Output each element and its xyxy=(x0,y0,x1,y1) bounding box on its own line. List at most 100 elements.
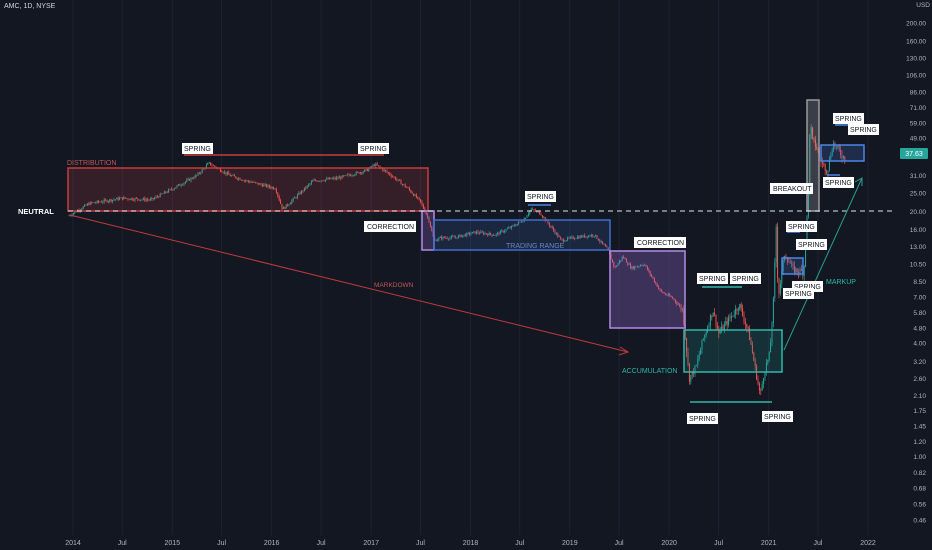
candle-body xyxy=(670,296,672,298)
candle-body xyxy=(183,182,185,185)
candle-body xyxy=(420,199,422,202)
candle-body xyxy=(287,204,289,206)
candle-body xyxy=(222,172,224,173)
candle-body xyxy=(313,179,315,181)
candle-body xyxy=(250,182,252,183)
candle-body xyxy=(344,175,346,176)
candle-body xyxy=(142,198,144,200)
candle-body xyxy=(229,174,231,177)
candle-body xyxy=(649,270,651,275)
candle-body xyxy=(453,236,455,238)
candle-body xyxy=(443,236,445,238)
candle-body xyxy=(711,315,713,317)
candle-body xyxy=(303,187,305,191)
candle-body xyxy=(767,359,769,364)
candle-body xyxy=(501,230,503,232)
candle-body xyxy=(294,197,296,199)
candle-body xyxy=(256,182,258,184)
y-tick-label: 1.20 xyxy=(913,439,926,446)
candle-body xyxy=(112,199,114,202)
candle-body xyxy=(457,235,459,239)
candle-body xyxy=(519,221,521,223)
spring-label: SPRING xyxy=(798,242,825,249)
candle-body xyxy=(210,162,212,166)
candle-body xyxy=(126,198,128,199)
candle-body xyxy=(354,174,356,176)
price-axis: 200.00 160.00 130.00 106.00 86.00 71.00 59.00 4… xyxy=(906,20,926,524)
candle-body xyxy=(411,192,413,194)
candle-body xyxy=(379,166,381,168)
candle-body xyxy=(583,235,585,238)
candle-body xyxy=(341,175,343,179)
candle-body xyxy=(89,202,91,205)
candle-body xyxy=(116,197,118,200)
candle-body xyxy=(375,163,377,166)
candle-body xyxy=(305,187,307,189)
candle-body xyxy=(275,189,277,193)
candle-body xyxy=(775,226,777,263)
candle-body xyxy=(177,184,179,186)
candle-body xyxy=(219,168,221,172)
candle-body xyxy=(831,150,833,156)
candle-body xyxy=(247,180,249,182)
candle-body xyxy=(781,271,783,284)
candle-body xyxy=(312,180,314,182)
correction-2-label: CORRECTION xyxy=(637,240,684,247)
callout-correction-2: CORRECTION xyxy=(634,237,686,248)
candle-body xyxy=(513,225,515,227)
candle-body xyxy=(161,193,163,195)
candle-body xyxy=(718,328,720,334)
candle-body xyxy=(358,172,360,174)
candle-body xyxy=(383,169,385,171)
candle-body xyxy=(478,232,480,234)
candle-body xyxy=(176,185,178,188)
candle-body xyxy=(459,234,461,236)
breakout-box xyxy=(806,99,820,212)
x-tick-label: 2015 xyxy=(165,540,181,547)
candle-body xyxy=(744,321,746,325)
y-tick-label: 5.80 xyxy=(913,310,926,317)
candle-body xyxy=(485,233,487,235)
y-tick-label: 16.00 xyxy=(910,227,927,234)
candle-body xyxy=(494,235,496,236)
candle-body xyxy=(480,231,482,234)
candle-body xyxy=(644,264,646,266)
candle-body xyxy=(170,189,172,190)
candle-body xyxy=(113,199,115,201)
candle-body xyxy=(410,190,412,193)
candle-body xyxy=(742,308,744,316)
candle-body xyxy=(180,185,182,186)
candle-body xyxy=(85,204,87,206)
candle-body xyxy=(792,263,794,266)
candle-body xyxy=(750,340,752,345)
x-tick-label: Jul xyxy=(217,540,226,547)
candle-body xyxy=(575,238,577,240)
candle-body xyxy=(770,342,772,353)
candle-body xyxy=(497,232,499,234)
spring-callout: SPRING xyxy=(762,411,793,422)
accumulation-box xyxy=(683,329,783,373)
candle-body xyxy=(338,177,340,179)
candle-body xyxy=(179,184,181,186)
candle-body xyxy=(547,220,549,224)
candle-body xyxy=(352,175,354,176)
x-tick-label: 2018 xyxy=(463,540,479,547)
candle-body xyxy=(333,177,335,179)
candle-body xyxy=(739,304,741,310)
currency-label: USD xyxy=(916,2,930,9)
candle-body xyxy=(694,365,696,374)
candle-body xyxy=(464,234,466,237)
candle-body xyxy=(597,238,599,241)
candle-body xyxy=(557,233,559,237)
candle-body xyxy=(827,170,829,173)
candle-body xyxy=(658,286,660,289)
candle-body xyxy=(816,146,818,150)
candle-body xyxy=(414,194,416,196)
spring-callout: SPRING xyxy=(783,288,814,299)
last-price-marker: 37.63 xyxy=(900,148,928,159)
spring-label: SPRING xyxy=(788,224,815,231)
candle-body xyxy=(540,214,542,216)
distribution-label: DISTRIBUTION xyxy=(67,160,116,167)
candle-body xyxy=(795,268,797,273)
